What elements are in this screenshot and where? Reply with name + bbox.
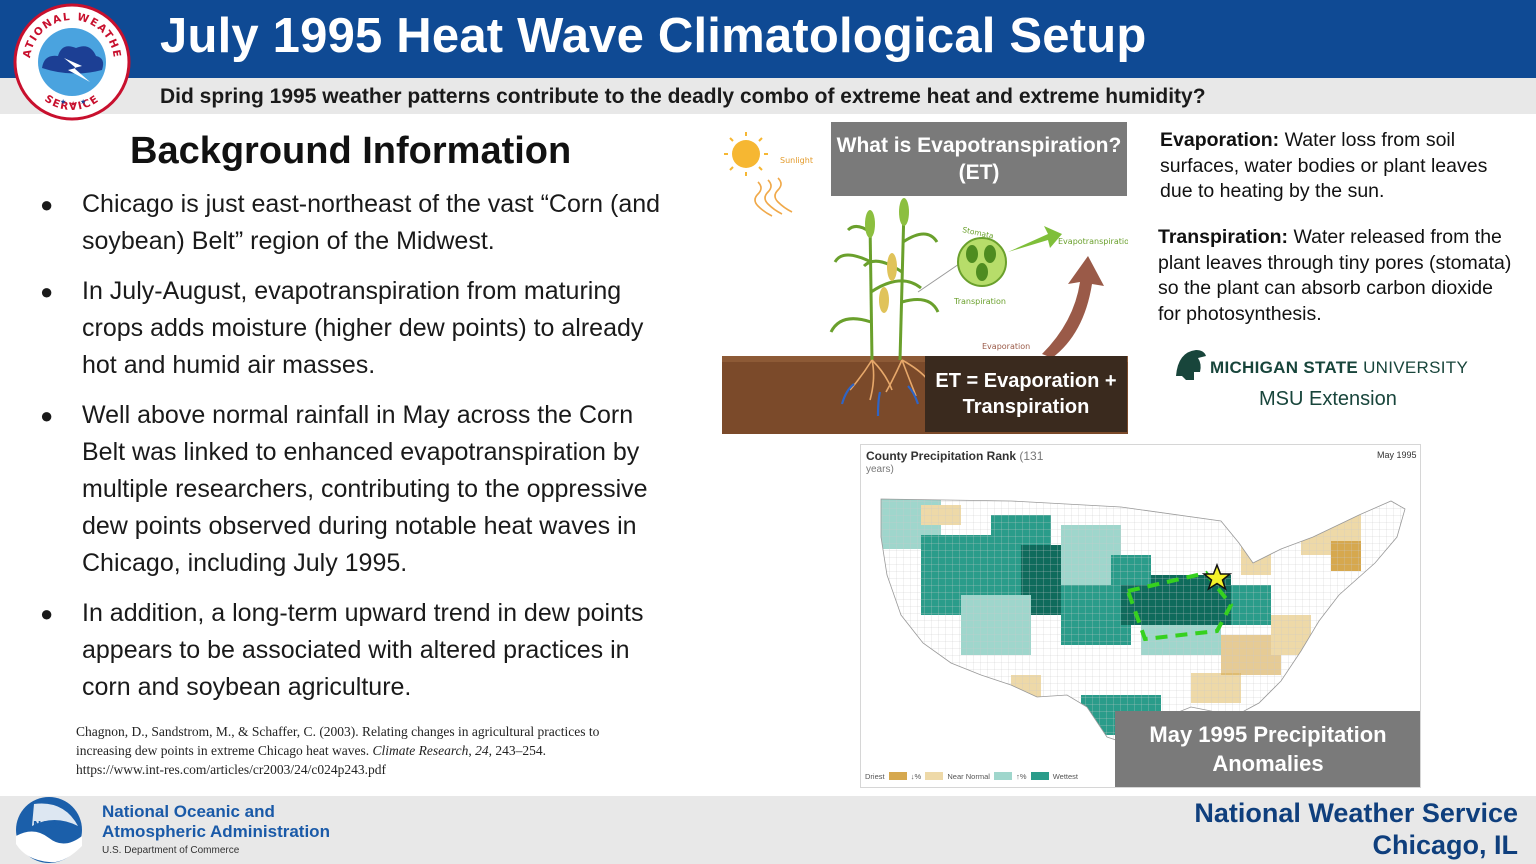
list-item: ● In July-August, evapotranspiration from… <box>40 273 680 384</box>
page-subtitle: Did spring 1995 weather patterns contrib… <box>160 85 1206 108</box>
citation-pages: , 243–254. <box>488 743 547 758</box>
stomata-icon <box>917 237 1007 293</box>
nws-office-location: Chicago, IL <box>1372 830 1518 860</box>
background-heading: Background Information <box>130 130 572 172</box>
noaa-name-line1: National Oceanic and <box>102 802 275 821</box>
sun-icon <box>724 132 768 176</box>
evaporation-term: Evaporation: <box>1160 129 1280 151</box>
bullet-dot-icon: ● <box>40 601 54 626</box>
legend-swatch-wet <box>1030 772 1049 781</box>
footer-bar <box>0 796 1536 864</box>
corn-belt-outline <box>1125 570 1234 642</box>
map-caption-box: May 1995 Precipitation Anomalies <box>1115 711 1420 787</box>
legend-normal: Near Normal <box>947 771 990 781</box>
map-title: County Precipitation Rank (131 <box>866 449 1043 463</box>
legend-swatch-below <box>925 772 944 781</box>
bullet-dot-icon: ● <box>40 403 54 428</box>
noaa-logo-text: NOAA <box>33 820 65 831</box>
map-title-sub: (131 <box>1016 449 1044 463</box>
et-equation-box: ET = Evaporation + Transpiration <box>925 356 1127 432</box>
msu-spartan-helmet-icon <box>1176 350 1206 380</box>
evapotranspiration-figure: Sunlight <box>722 122 1128 434</box>
evapotranspiration-label: Evapotranspiration <box>1058 237 1128 246</box>
transpiration-term: Transpiration: <box>1158 226 1289 248</box>
precipitation-map-panel: County Precipitation Rank (131 years) Ma… <box>860 444 1421 788</box>
evaporation-text: Water loss from soil surfaces, water bod… <box>1160 129 1488 202</box>
map-date: May 1995 <box>1377 450 1417 460</box>
corn-plant-icon <box>829 207 940 361</box>
sunlight-label: Sunlight <box>780 156 813 165</box>
msu-name: MICHIGAN STATE UNIVERSITY <box>1210 358 1468 378</box>
citation: Chagnon, D., Sandstrom, M., & Schaffer, … <box>76 724 600 777</box>
citation-authors: Chagnon, D., Sandstrom, M., & Schaffer, … <box>76 724 600 758</box>
nws-logo-icon: NATIONAL WEATHER SERVICE ★ ★ ★ <box>12 2 131 121</box>
sun-rays-icon <box>754 177 793 217</box>
transpiration-definition: Transpiration: Water released from the p… <box>1158 225 1520 327</box>
msu-name-bold: MICHIGAN STATE <box>1210 358 1359 377</box>
transpiration-text: Water released from the plant leaves thr… <box>1158 226 1512 325</box>
noaa-department: U.S. Department of Commerce <box>102 845 240 856</box>
legend-swatch-above <box>994 772 1012 781</box>
svg-text:★: ★ <box>80 98 86 106</box>
citation-journal: Climate Research <box>372 743 469 758</box>
us-precipitation-map <box>880 498 1406 746</box>
bullet-dot-icon: ● <box>40 192 54 217</box>
msu-extension: MSU Extension <box>1259 388 1397 410</box>
bullet-text: In July-August, evapotranspiration from … <box>82 277 644 379</box>
header-bar <box>0 0 1536 78</box>
et-question-box: What is Evapotranspiration? (ET) <box>831 122 1127 196</box>
bullet-text: Chicago is just east-northeast of the va… <box>82 190 661 255</box>
bullet-text: Well above normal rainfall in May across… <box>82 401 648 577</box>
legend-upper: ↑% <box>1016 771 1027 781</box>
transpiration-arrow-icon <box>1008 226 1062 252</box>
citation-volume: 24 <box>475 743 489 758</box>
nws-office-name: National Weather Service <box>1194 798 1518 828</box>
msu-name-light: UNIVERSITY <box>1358 358 1469 377</box>
legend-lower: ↓% <box>910 771 922 781</box>
map-legend: Driest ↓% Near Normal ↑% Wettest <box>865 771 1078 785</box>
legend-swatch-dry <box>888 772 907 781</box>
legend-driest: Driest <box>865 771 885 781</box>
chicago-star-icon <box>1201 562 1233 591</box>
map-title-years: years) <box>866 464 894 475</box>
bullet-dot-icon: ● <box>40 279 54 304</box>
evaporation-definition: Evaporation: Water loss from soil surfac… <box>1160 128 1520 205</box>
map-title-text: County Precipitation Rank <box>866 449 1017 463</box>
noaa-logo-icon: NOAA <box>16 797 82 863</box>
us-outline <box>880 498 1406 746</box>
subtitle-bar <box>0 78 1536 114</box>
transpiration-label: Transpiration <box>953 297 1006 306</box>
legend-wettest: Wettest <box>1052 771 1078 781</box>
evaporation-label: Evaporation <box>982 342 1030 351</box>
water-uptake-arrows-icon <box>840 383 920 417</box>
citation-url[interactable]: https://www.int-res.com/articles/cr2003/… <box>76 762 386 777</box>
evaporation-arrow-icon <box>1042 256 1104 358</box>
svg-text:★: ★ <box>70 100 76 108</box>
list-item: ● Well above normal rainfall in May acros… <box>40 397 680 582</box>
bullet-text: In addition, a long-term upward trend in… <box>82 599 644 701</box>
list-item: ● Chicago is just east-northeast of the v… <box>40 186 680 260</box>
noaa-name-line2: Atmospheric Administration <box>102 822 330 841</box>
list-item: ● In addition, a long-term upward trend i… <box>40 595 680 706</box>
svg-text:★: ★ <box>60 98 66 106</box>
background-bullet-list: ● Chicago is just east-northeast of the v… <box>40 186 680 719</box>
page-title: July 1995 Heat Wave Climatological Setup <box>160 9 1147 63</box>
